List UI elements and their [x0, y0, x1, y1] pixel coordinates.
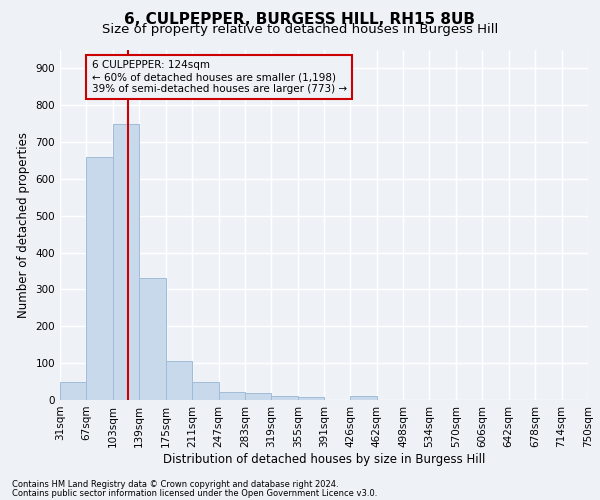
Bar	[139, 278, 166, 400]
Bar	[113, 124, 139, 400]
X-axis label: Distribution of detached houses by size in Burgess Hill: Distribution of detached houses by size …	[163, 452, 485, 466]
Bar	[245, 394, 271, 400]
Text: Size of property relative to detached houses in Burgess Hill: Size of property relative to detached ho…	[102, 22, 498, 36]
Text: Contains public sector information licensed under the Open Government Licence v3: Contains public sector information licen…	[12, 488, 377, 498]
Bar	[350, 396, 377, 400]
Y-axis label: Number of detached properties: Number of detached properties	[17, 132, 30, 318]
Bar	[298, 397, 325, 400]
Text: 6 CULPEPPER: 124sqm
← 60% of detached houses are smaller (1,198)
39% of semi-det: 6 CULPEPPER: 124sqm ← 60% of detached ho…	[92, 60, 347, 94]
Bar	[86, 157, 113, 400]
Text: Contains HM Land Registry data © Crown copyright and database right 2024.: Contains HM Land Registry data © Crown c…	[12, 480, 338, 489]
Bar	[60, 382, 86, 400]
Bar	[218, 392, 245, 400]
Bar	[271, 396, 298, 400]
Bar	[166, 362, 192, 400]
Bar	[192, 382, 218, 400]
Text: 6, CULPEPPER, BURGESS HILL, RH15 8UB: 6, CULPEPPER, BURGESS HILL, RH15 8UB	[125, 12, 476, 28]
